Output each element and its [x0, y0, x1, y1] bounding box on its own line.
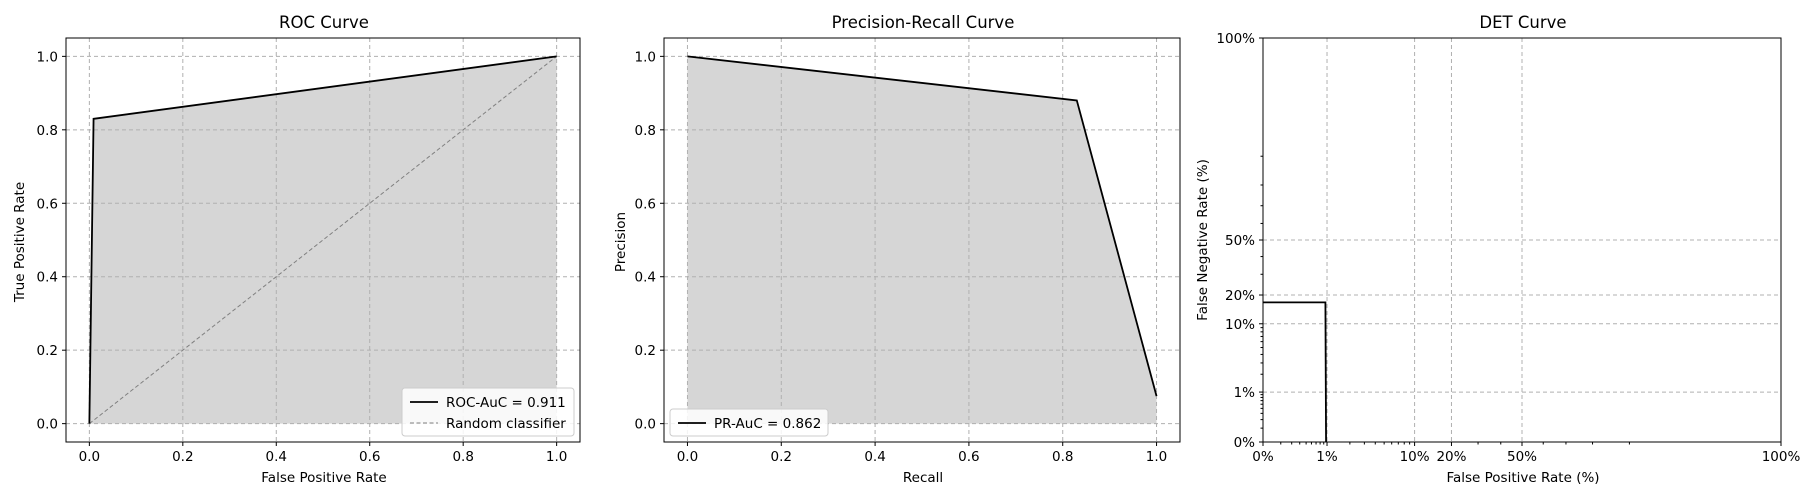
det-xtick-label-2: 10% — [1400, 449, 1430, 465]
det-xtick-label-0: 0% — [1252, 449, 1274, 465]
pr-xtick-label-3: 0.6 — [958, 449, 979, 465]
det-ylabel: False Negative Rate (%) — [1195, 159, 1211, 321]
pr-xtick-label-2: 0.4 — [864, 449, 885, 465]
roc-ytick-label-4: 0.8 — [37, 123, 58, 139]
det-xtick-label-3: 20% — [1436, 449, 1466, 465]
roc-panel: ROC Curve False Positive Rate True Posit… — [12, 13, 581, 486]
det-xlabel: False Positive Rate (%) — [1446, 470, 1599, 486]
roc-legend-label-0: ROC-AuC = 0.911 — [446, 395, 566, 411]
det-line-main — [1263, 301, 1327, 443]
roc-xtick-label-3: 0.6 — [359, 449, 380, 465]
det-ytick-label-0: 0% — [1234, 435, 1256, 451]
roc-ylabel: True Positive Rate — [12, 182, 28, 303]
det-xtick-label-4: 50% — [1507, 449, 1537, 465]
pr-xtick-label-4: 0.8 — [1052, 449, 1073, 465]
det-xtick-label-5: 100% — [1762, 449, 1800, 465]
pr-legend-box — [669, 408, 829, 437]
det-ytick-label-3: 20% — [1225, 288, 1255, 304]
roc-xtick-label-4: 0.8 — [452, 449, 473, 465]
roc-ytick-label-0: 0.0 — [37, 417, 58, 433]
pr-ylabel: Precision — [613, 212, 629, 272]
roc-line-main — [88, 55, 557, 424]
pr-ytick-label-2: 0.4 — [635, 270, 656, 286]
det-ytick-label-5: 100% — [1216, 31, 1255, 47]
pr-xtick-label-5: 1.0 — [1146, 449, 1167, 465]
roc-line-random — [89, 55, 557, 425]
pr-ytick-label-5: 1.0 — [635, 49, 656, 65]
pr-legend: PR-AuC = 0.862 — [669, 408, 829, 437]
pr-ytick-label-1: 0.2 — [635, 343, 656, 359]
pr-line-main — [687, 55, 1158, 397]
det-ytick-label-2: 10% — [1225, 317, 1255, 333]
roc-title: ROC Curve — [279, 13, 369, 32]
roc-ytick-label-3: 0.6 — [37, 196, 58, 212]
pr-xtick-label-1: 0.2 — [771, 449, 792, 465]
pr-axes-frame — [663, 37, 1181, 443]
roc-xtick-label-0: 0.0 — [79, 449, 100, 465]
roc-xtick-label-1: 0.2 — [172, 449, 193, 465]
pr-panel: Precision-Recall Curve Recall Precision … — [613, 13, 1181, 486]
roc-ytick-label-5: 1.0 — [37, 49, 58, 65]
roc-legend-label-1: Random classifier — [446, 416, 566, 432]
det-ytick-label-4: 50% — [1225, 233, 1255, 249]
roc-legend-box — [401, 387, 575, 437]
pr-legend-label-0: PR-AuC = 0.862 — [714, 416, 821, 432]
pr-title: Precision-Recall Curve — [832, 13, 1015, 32]
pr-ytick-label-4: 0.8 — [635, 123, 656, 139]
det-xtick-label-1: 1% — [1316, 449, 1338, 465]
roc-ytick-label-1: 0.2 — [37, 343, 58, 359]
pr-xtick-label-0: 0.0 — [677, 449, 698, 465]
roc-area-fill — [89, 56, 557, 424]
pr-ytick-label-0: 0.0 — [635, 417, 656, 433]
pr-ytick-label-3: 0.6 — [635, 196, 656, 212]
roc-xtick-label-5: 1.0 — [546, 449, 567, 465]
roc-xlabel: False Positive Rate — [261, 470, 386, 486]
det-title: DET Curve — [1479, 13, 1566, 32]
pr-xlabel: Recall — [903, 470, 943, 486]
pr-area-fill — [687, 56, 1157, 424]
det-panel: DET Curve False Positive Rate (%) False … — [1195, 13, 1800, 486]
det-ytick-label-1: 1% — [1234, 385, 1256, 401]
roc-ytick-label-2: 0.4 — [37, 270, 58, 286]
roc-legend: ROC-AuC = 0.911 Random classifier — [401, 387, 575, 437]
roc-axes-frame — [65, 37, 581, 443]
roc-xtick-label-2: 0.4 — [266, 449, 287, 465]
